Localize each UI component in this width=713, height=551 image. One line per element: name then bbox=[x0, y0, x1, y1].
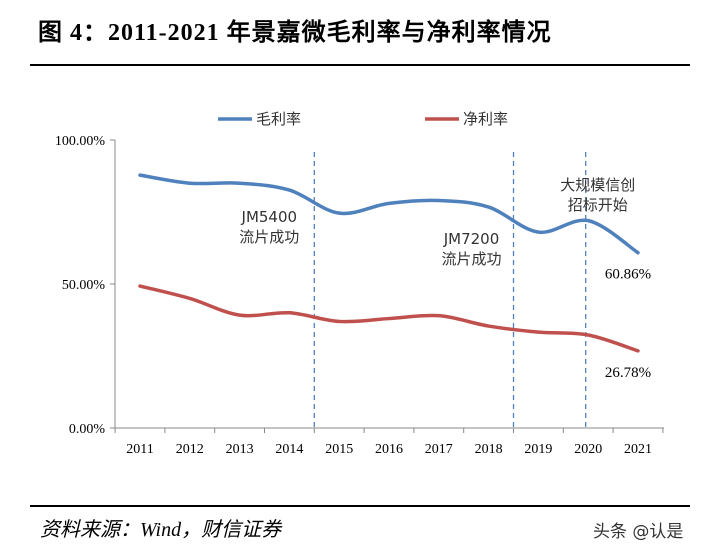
event-annotation: 流片成功 bbox=[441, 250, 501, 268]
source-note: 资料来源：Wind，财信证券 bbox=[40, 519, 282, 541]
top-rule bbox=[30, 64, 690, 66]
x-tick-label: 2019 bbox=[524, 442, 552, 457]
data-label: 26.78% bbox=[605, 365, 651, 381]
event-annotation: JM5400 bbox=[241, 208, 298, 226]
legend-label: 毛利率 bbox=[256, 110, 301, 128]
event-annotation: 大规模信创 bbox=[560, 176, 635, 194]
event-annotation: JM7200 bbox=[443, 230, 500, 248]
watermark: 头条 @认是 bbox=[593, 522, 684, 542]
y-tick-label: 50.00% bbox=[62, 278, 106, 293]
x-tick-label: 2012 bbox=[176, 442, 204, 457]
x-tick-label: 2021 bbox=[624, 442, 652, 457]
x-tick-label: 2018 bbox=[475, 442, 503, 457]
event-annotation: 流片成功 bbox=[239, 228, 299, 246]
x-tick-label: 2014 bbox=[275, 442, 303, 457]
x-tick-label: 2020 bbox=[574, 442, 602, 457]
legend-label: 净利率 bbox=[463, 110, 508, 128]
y-tick-label: 0.00% bbox=[69, 422, 106, 437]
x-tick-label: 2015 bbox=[325, 442, 353, 457]
x-tick-label: 2016 bbox=[375, 442, 403, 457]
x-tick-label: 2017 bbox=[425, 442, 453, 457]
x-tick-label: 2011 bbox=[126, 442, 153, 457]
series-line-net-margin bbox=[138, 284, 640, 353]
data-label: 60.86% bbox=[605, 267, 651, 283]
event-annotation: 招标开始 bbox=[568, 196, 628, 214]
figure-title: 图 4：2011-2021 年景嘉微毛利率与净利率情况 bbox=[38, 20, 552, 46]
bottom-rule bbox=[30, 505, 690, 507]
x-tick-label: 2013 bbox=[226, 442, 254, 457]
y-tick-label: 100.00% bbox=[55, 134, 106, 149]
